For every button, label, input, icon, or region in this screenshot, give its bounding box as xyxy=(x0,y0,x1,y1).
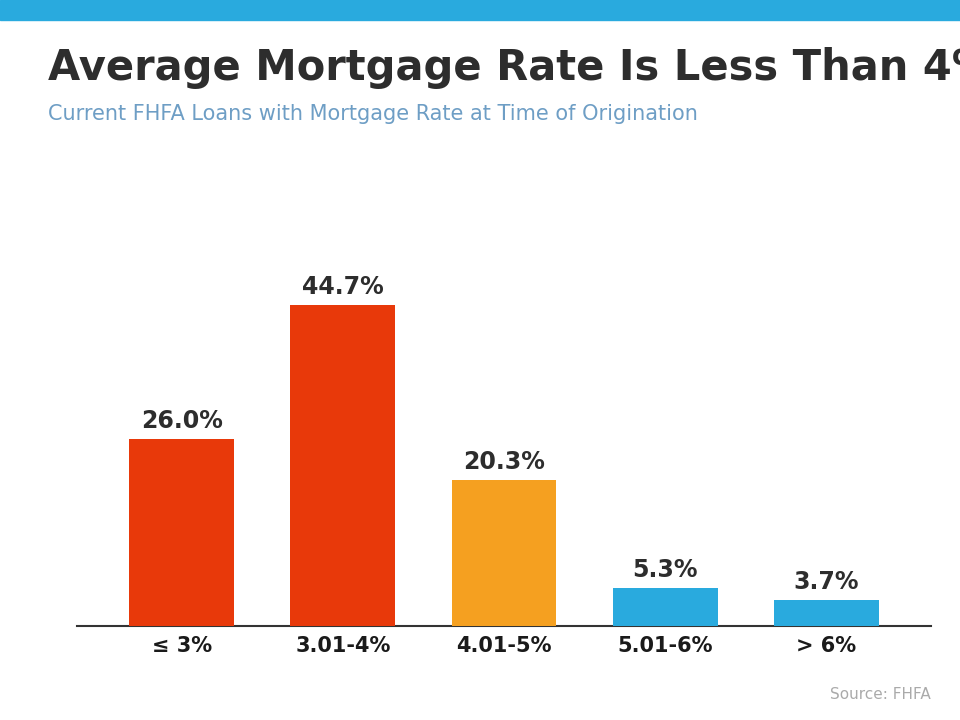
Text: 5.3%: 5.3% xyxy=(633,559,698,582)
Bar xyxy=(290,305,396,626)
Text: Average Mortgage Rate Is Less Than 4%: Average Mortgage Rate Is Less Than 4% xyxy=(48,47,960,89)
Bar xyxy=(774,600,878,626)
Text: 20.3%: 20.3% xyxy=(463,451,545,474)
Text: 44.7%: 44.7% xyxy=(301,275,384,299)
Bar xyxy=(130,439,234,626)
Bar xyxy=(612,588,717,626)
Text: Current FHFA Loans with Mortgage Rate at Time of Origination: Current FHFA Loans with Mortgage Rate at… xyxy=(48,104,698,125)
Text: 3.7%: 3.7% xyxy=(794,570,859,594)
Text: Source: FHFA: Source: FHFA xyxy=(830,687,931,702)
Bar xyxy=(451,480,557,626)
Text: 26.0%: 26.0% xyxy=(141,410,223,433)
